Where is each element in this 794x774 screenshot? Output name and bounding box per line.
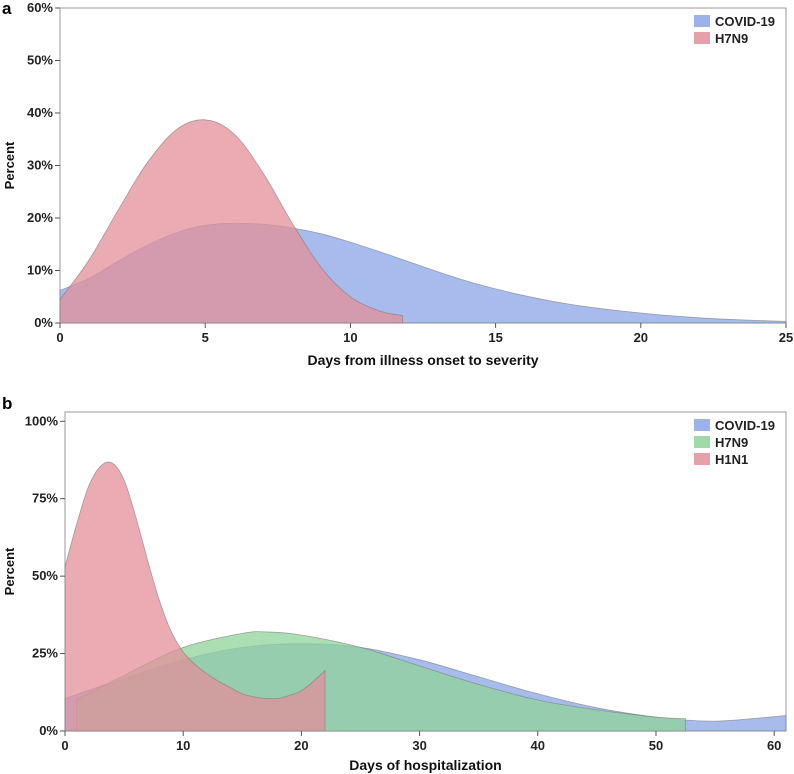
legend-swatch — [694, 419, 710, 431]
y-tick-label: 30% — [27, 158, 53, 173]
x-tick-label: 10 — [176, 738, 190, 753]
panel-a-letter: a — [2, 0, 12, 18]
legend-label: COVID-19 — [715, 14, 775, 29]
legend-swatch — [694, 453, 710, 465]
y-tick-label: 10% — [27, 263, 53, 278]
legend-label: H7N9 — [715, 31, 748, 46]
x-tick-label: 0 — [56, 330, 63, 345]
y-tick-label: 75% — [32, 491, 58, 506]
y-tick-label: 50% — [32, 568, 58, 583]
x-tick-label: 15 — [488, 330, 502, 345]
y-tick-label: 40% — [27, 105, 53, 120]
y-tick-label: 25% — [32, 646, 58, 661]
x-axis-title: Days from illness onset to severity — [307, 352, 538, 368]
y-tick-label: 50% — [27, 53, 53, 68]
x-tick-label: 25 — [779, 330, 793, 345]
y-tick-label: 0% — [39, 723, 58, 738]
legend-label: H1N1 — [715, 452, 748, 467]
legend: COVID-19 H7N9 — [694, 14, 775, 46]
x-tick-label: 50 — [649, 738, 663, 753]
series-area-h7n9 — [59, 119, 404, 324]
y-axis-title: Percent — [2, 547, 17, 595]
x-tick-label: 10 — [343, 330, 357, 345]
legend-swatch — [694, 32, 710, 44]
x-tick-label: 20 — [634, 330, 648, 345]
panel-b-letter: b — [2, 394, 12, 413]
legend-label: COVID-19 — [715, 418, 775, 433]
legend-swatch — [694, 436, 710, 448]
chart-a: 0 5 10 15 20 25 0% 10% 20% 30% 40% 50% 60% Days from … — [2, 0, 793, 368]
y-tick-label: 100% — [25, 413, 59, 428]
legend-swatch — [694, 15, 710, 27]
y-tick-label: 0% — [34, 315, 53, 330]
x-tick-label: 5 — [202, 330, 209, 345]
x-tick-label: 0 — [61, 738, 68, 753]
x-tick-label: 60 — [767, 738, 781, 753]
y-axis-title: Percent — [2, 141, 17, 189]
x-axis-title: Days of hospitalization — [349, 757, 501, 773]
x-tick-label: 40 — [531, 738, 545, 753]
x-tick-label: 20 — [294, 738, 308, 753]
legend-label: H7N9 — [715, 435, 748, 450]
y-tick-label: 60% — [27, 0, 53, 15]
legend: COVID-19 H7N9 H1N1 — [694, 418, 775, 467]
y-tick-label: 20% — [27, 210, 53, 225]
chart-b: 0 10 20 30 40 50 60 0% 25% 50% 75% 100% Days of hosp… — [2, 411, 787, 773]
series-area-h1n1 — [64, 461, 326, 732]
x-tick-label: 30 — [412, 738, 426, 753]
